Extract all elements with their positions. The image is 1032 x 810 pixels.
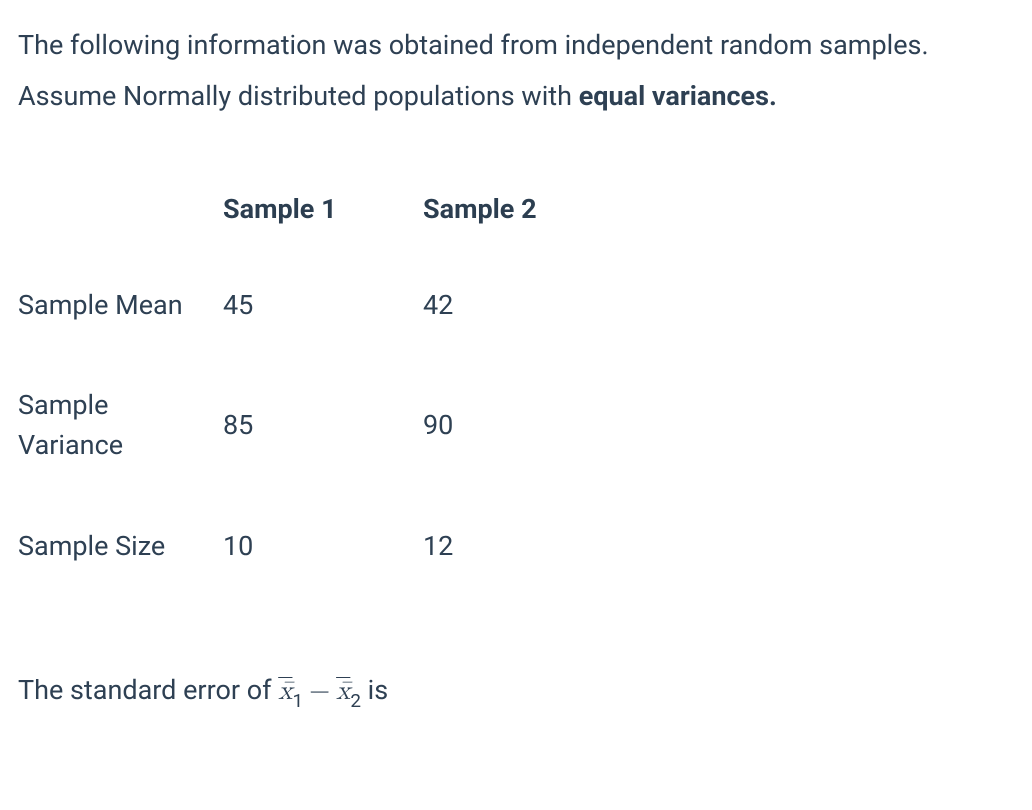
table-row: Sample Mean 45 42 — [18, 257, 623, 353]
xbar1: x̄1 — [278, 678, 303, 705]
question-container: The following information was obtained f… — [0, 0, 1032, 730]
question-suffix: is — [361, 674, 388, 706]
header-sample2: Sample 2 — [423, 183, 623, 257]
mean-s2: 42 — [423, 257, 623, 353]
xbar1-sub: 1 — [292, 689, 303, 712]
table-row: Sample Size 10 12 — [18, 498, 623, 594]
minus-sign: − — [303, 678, 336, 705]
xbar2-sub: 2 — [350, 689, 361, 712]
size-s1: 10 — [223, 498, 423, 594]
row-label-variance: SampleVariance — [18, 353, 223, 498]
variance-s1: 85 — [223, 353, 423, 498]
intro-line2-pre: Assume Normally distributed populations … — [18, 80, 579, 112]
table-header-row: Sample 1 Sample 2 — [18, 183, 623, 257]
question-text: The standard error of x̄1−x̄2 is — [18, 674, 1014, 710]
intro-text: The following information was obtained f… — [18, 20, 1014, 123]
question-prefix: The standard error of — [18, 674, 278, 706]
intro-line2-bold: equal variances. — [579, 80, 777, 112]
xbar1-symbol: x̄ — [278, 678, 292, 705]
mean-s1: 45 — [223, 257, 423, 353]
header-blank — [18, 183, 223, 257]
row-label-size: Sample Size — [18, 498, 223, 594]
table-row: SampleVariance 85 90 — [18, 353, 623, 498]
size-s2: 12 — [423, 498, 623, 594]
xbar2: x̄2 — [336, 678, 361, 705]
variance-s2: 90 — [423, 353, 623, 498]
intro-line1: The following information was obtained f… — [18, 29, 929, 61]
row-label-mean: Sample Mean — [18, 257, 223, 353]
data-table: Sample 1 Sample 2 Sample Mean 45 42 Samp… — [18, 183, 623, 594]
header-sample1: Sample 1 — [223, 183, 423, 257]
xbar2-symbol: x̄ — [336, 678, 350, 705]
